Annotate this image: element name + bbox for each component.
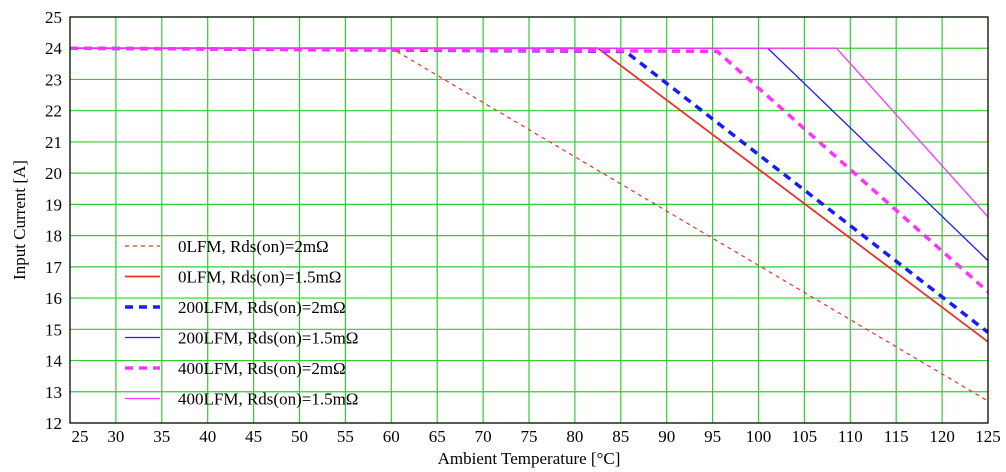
- x-tick-label: 75: [521, 427, 538, 446]
- x-tick-label: 90: [658, 427, 675, 446]
- x-tick-label: 45: [245, 427, 262, 446]
- legend-label: 0LFM, Rds(on)=1.5mΩ: [178, 268, 341, 287]
- x-tick-label: 120: [929, 427, 955, 446]
- legend-label: 400LFM, Rds(on)=1.5mΩ: [178, 390, 358, 409]
- series-line-6: [70, 47, 989, 218]
- x-tick-label: 40: [199, 427, 216, 446]
- x-tick-label: 35: [153, 427, 170, 446]
- y-tick-label: 18: [45, 227, 62, 246]
- x-tick-label: 70: [475, 427, 492, 446]
- y-tick-label: 21: [45, 133, 62, 152]
- y-tick-label: 15: [45, 320, 62, 339]
- x-tick-label: 105: [792, 427, 818, 446]
- y-tick-label: 12: [45, 414, 62, 433]
- y-tick-label: 25: [45, 8, 62, 27]
- plot-frame: [69, 16, 989, 424]
- legend-label: 200LFM, Rds(on)=2mΩ: [178, 298, 346, 317]
- y-tick-label: 24: [45, 39, 63, 58]
- y-tick-label: 23: [45, 70, 62, 89]
- x-tick-labels: 25 30 35 40 45 50 55 60 65 70 75 80 85 90 95 100 105 110 1…: [72, 427, 1001, 446]
- x-tick-label: 50: [291, 427, 308, 446]
- x-tick-label: 55: [337, 427, 354, 446]
- x-tick-label: 115: [884, 427, 909, 446]
- x-tick-label: 60: [383, 427, 400, 446]
- x-tick-label: 110: [838, 427, 863, 446]
- x-tick-label: 25: [72, 427, 89, 446]
- x-tick-label: 65: [429, 427, 446, 446]
- plot-lines: [69, 46, 990, 402]
- y-tick-labels: 12 13 14 15 16 17 18 19 20 21 22 23 24 25: [45, 8, 63, 433]
- series-line-5: [69, 46, 990, 294]
- y-tick-label: 13: [45, 383, 62, 402]
- x-tick-label: 85: [612, 427, 629, 446]
- y-axis-label: Input Current [A]: [10, 160, 29, 280]
- x-tick-label: 125: [975, 427, 1001, 446]
- y-tick-label: 16: [45, 289, 62, 308]
- x-axis-label: Ambient Temperature [°C]: [438, 449, 621, 468]
- y-tick-label: 20: [45, 164, 62, 183]
- x-tick-label: 95: [704, 427, 721, 446]
- y-tick-label: 19: [45, 195, 62, 214]
- x-tick-label: 30: [107, 427, 124, 446]
- y-tick-label: 14: [45, 352, 63, 371]
- legend-label: 0LFM, Rds(on)=2mΩ: [178, 237, 329, 256]
- x-tick-label: 100: [746, 427, 772, 446]
- legend-label: 200LFM, Rds(on)=1.5mΩ: [178, 329, 358, 348]
- legend-label: 400LFM, Rds(on)=2mΩ: [178, 359, 346, 378]
- legend: 0LFM, Rds(on)=2mΩ 0LFM, Rds(on)=1.5mΩ 200L…: [125, 237, 358, 409]
- x-tick-label: 80: [566, 427, 583, 446]
- y-tick-label: 22: [45, 102, 62, 121]
- y-tick-label: 17: [45, 258, 63, 277]
